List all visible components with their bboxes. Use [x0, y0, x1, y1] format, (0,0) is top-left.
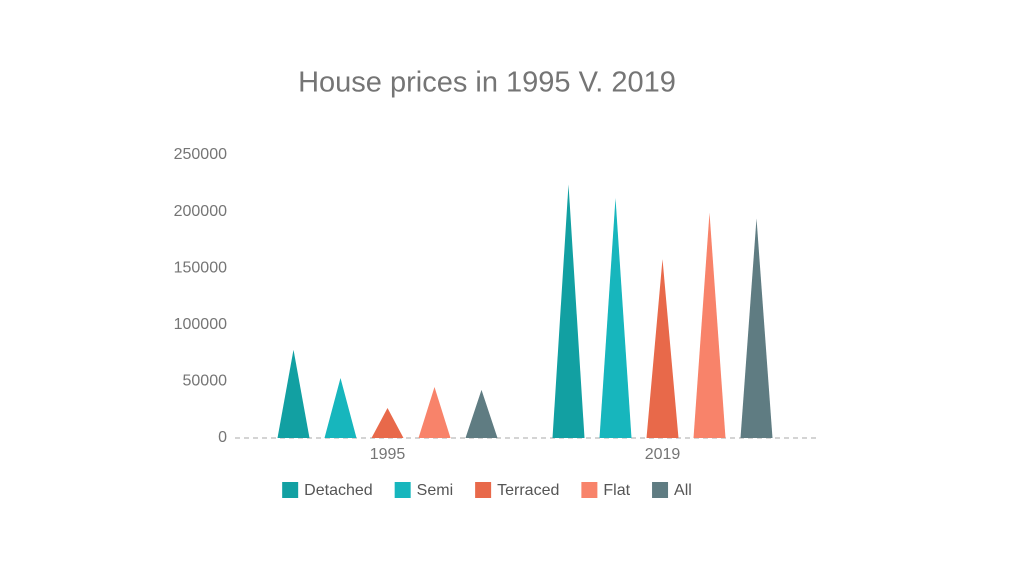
y-tick-label: 100000: [174, 316, 227, 333]
bar: [465, 389, 498, 438]
legend-label: Terraced: [497, 482, 559, 499]
legend-label: Flat: [603, 482, 630, 499]
y-tick-label: 250000: [174, 146, 227, 163]
bar: [418, 387, 451, 438]
legend-label: Semi: [417, 482, 453, 499]
y-tick-label: 0: [218, 429, 227, 446]
legend-swatch: [282, 482, 299, 498]
bar: [740, 218, 773, 438]
legend-swatch: [394, 482, 411, 498]
bar: [693, 212, 726, 438]
y-tick-label: 50000: [183, 373, 228, 390]
y-tick-label: 200000: [174, 203, 227, 220]
bar: [552, 184, 585, 438]
bar: [599, 198, 632, 438]
bar: [646, 259, 679, 438]
x-tick-label: 2019: [645, 446, 681, 463]
x-tick-label: 1995: [370, 446, 406, 463]
bar: [371, 408, 404, 438]
legend-swatch: [652, 482, 669, 498]
legend-swatch: [475, 482, 492, 498]
chart-title: House prices in 1995 V. 2019: [298, 67, 676, 99]
bar: [324, 378, 357, 438]
legend-label: Detached: [304, 482, 373, 499]
legend-label: All: [674, 482, 692, 499]
bar: [277, 349, 310, 438]
y-tick-label: 150000: [174, 259, 227, 276]
legend-swatch: [581, 482, 598, 498]
